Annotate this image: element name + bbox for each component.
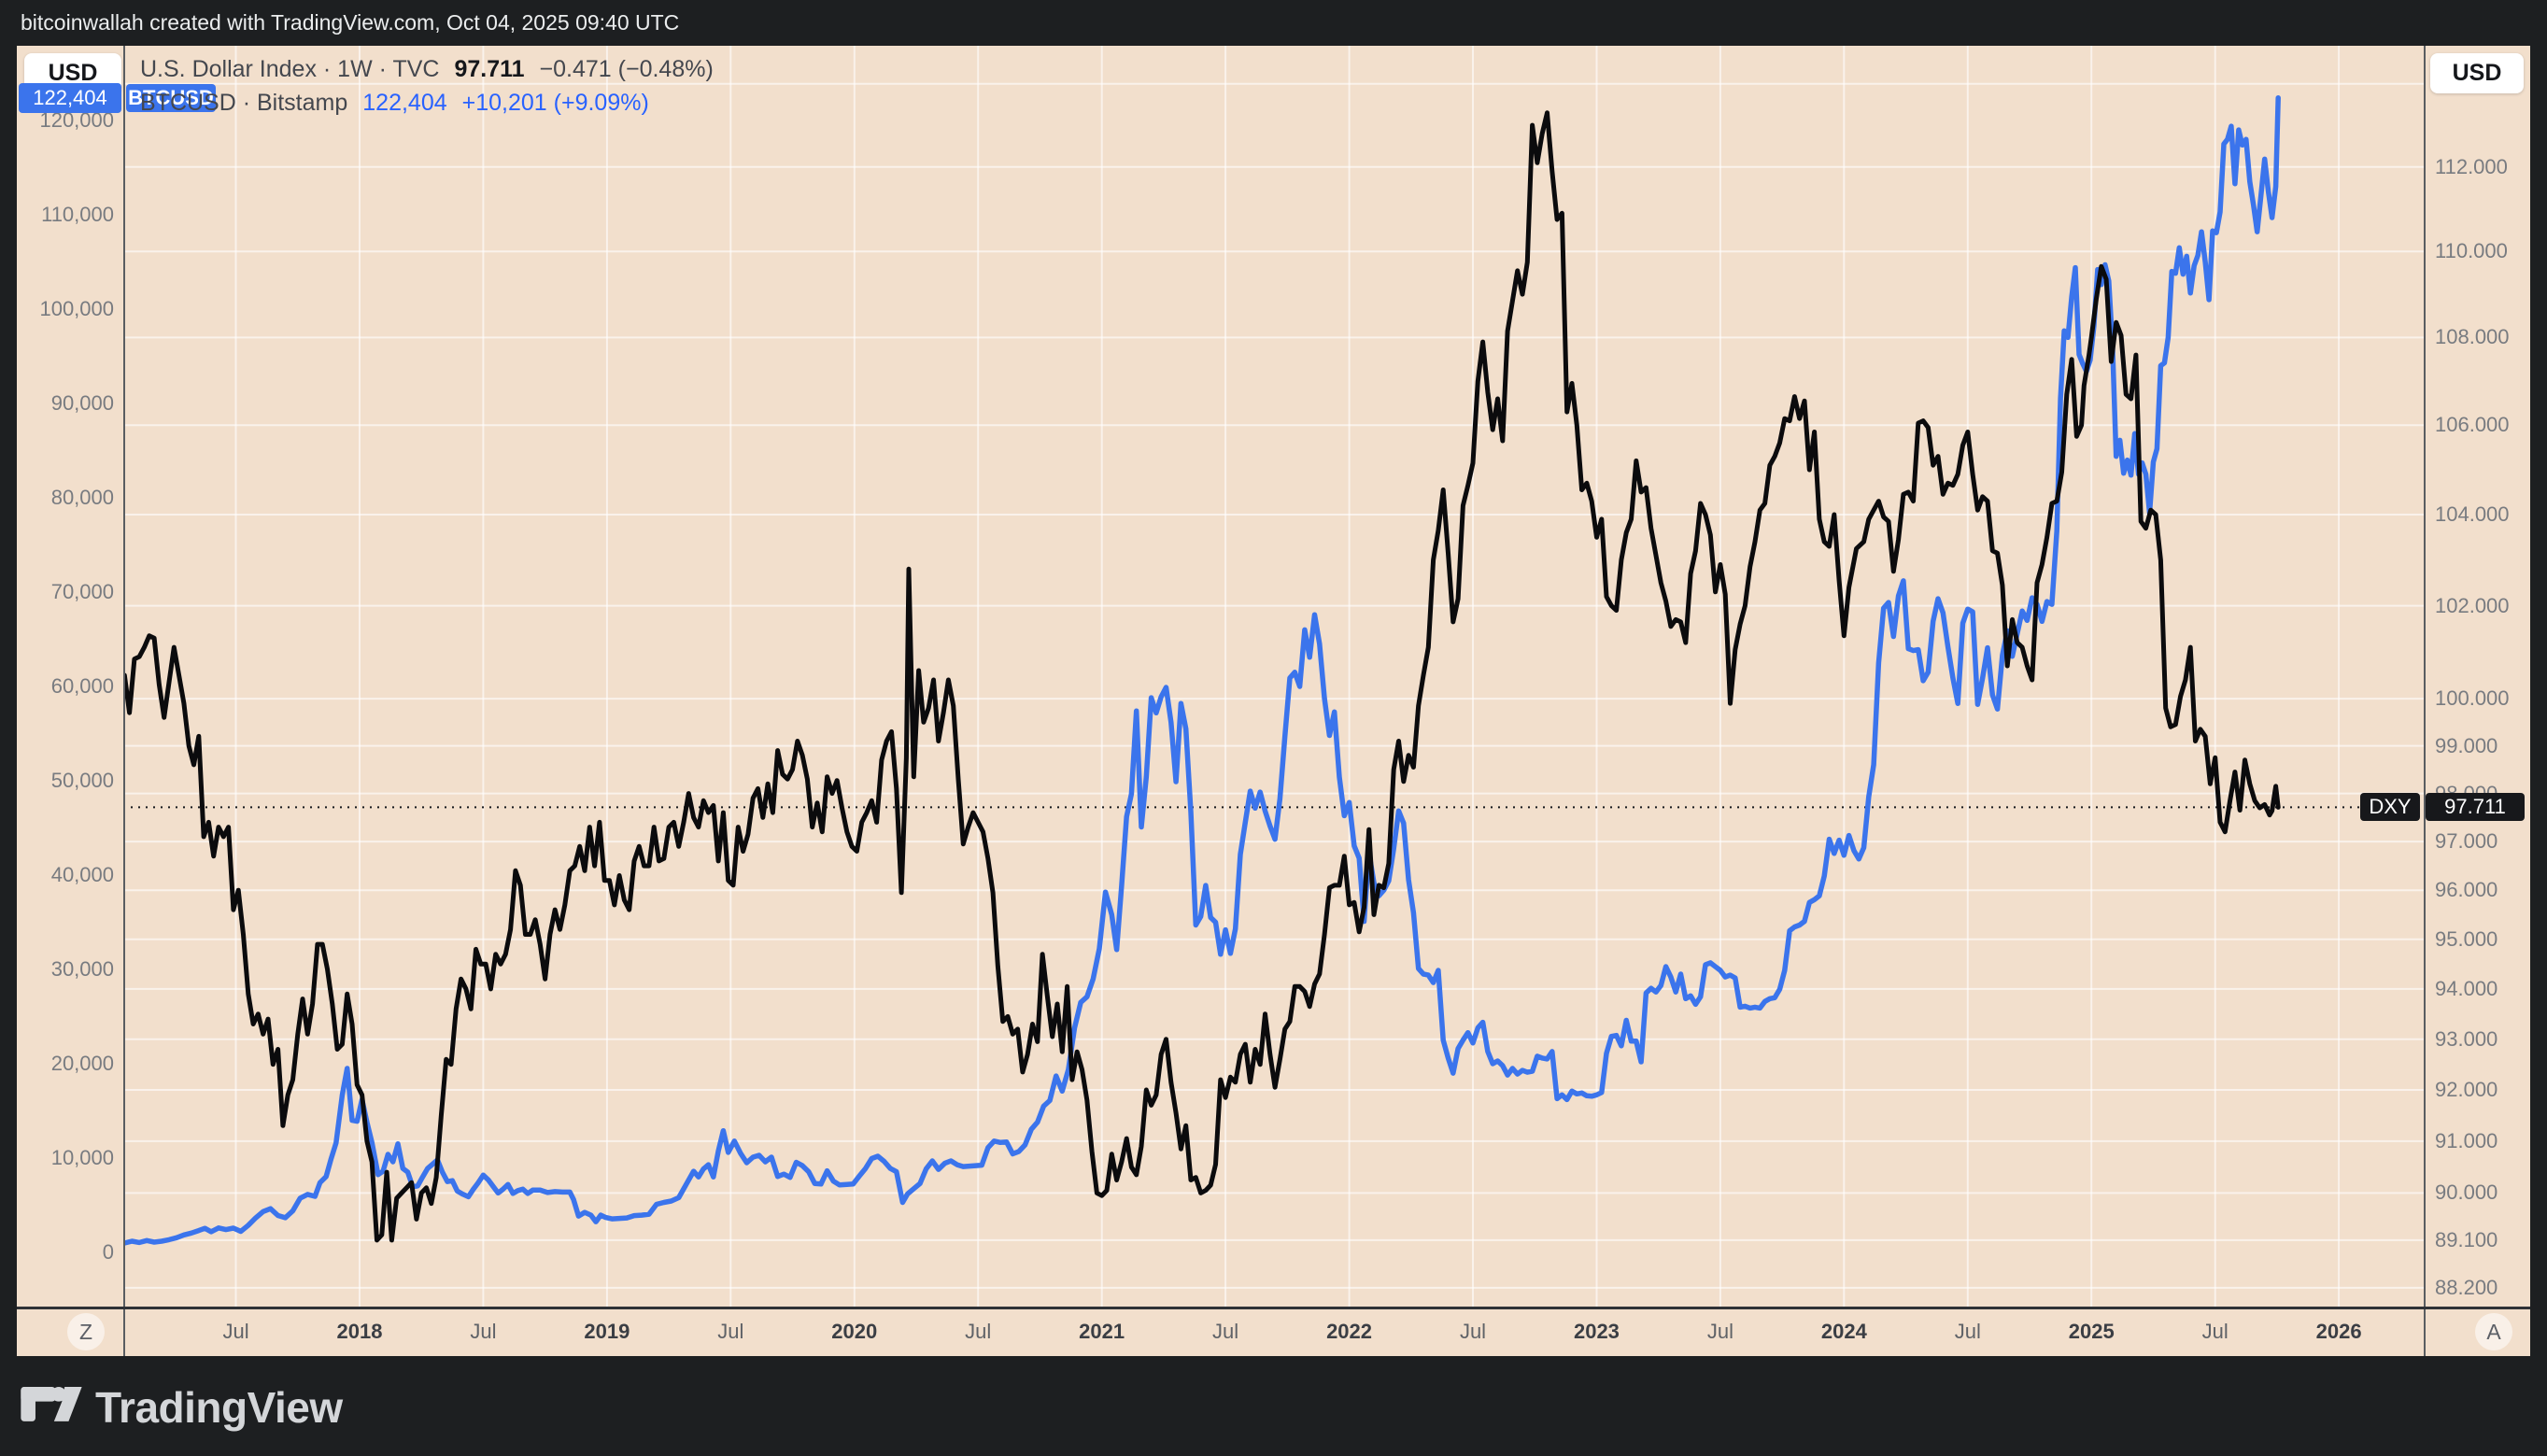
left-axis-label: 100,000 — [39, 296, 114, 320]
time-axis-label: 2022 — [1326, 1320, 1373, 1343]
legend: U.S. Dollar Index · 1W · TVC 97.711 −0.4… — [140, 56, 714, 123]
right-axis-label: 91.000 — [2435, 1128, 2498, 1152]
dxy-legend-value: 97.711 — [454, 56, 525, 82]
left-price-axis[interactable]: 120,000 110,000 100,000 90,000 80,000 70,000 6… — [17, 46, 123, 1308]
time-axis-border — [17, 1307, 2530, 1309]
right-axis-label: 102.000 — [2435, 593, 2510, 617]
right-axis-label: 93.000 — [2435, 1026, 2498, 1051]
time-axis-label: Jul — [965, 1320, 992, 1343]
dxy-legend-title: U.S. Dollar Index · 1W · TVC — [140, 56, 440, 82]
time-axis-label: Jul — [470, 1320, 497, 1343]
right-axis-label: 104.000 — [2435, 502, 2510, 527]
left-axis-label: 40,000 — [50, 862, 114, 886]
time-axis-label: Jul — [222, 1320, 249, 1343]
chart-widget: 120,000 110,000 100,000 90,000 80,000 70,000 6… — [17, 46, 2530, 1356]
time-axis-label: 2025 — [2068, 1320, 2115, 1343]
time-axis-label: Jul — [717, 1320, 744, 1343]
price-chart-pane[interactable] — [123, 46, 2424, 1308]
right-currency-button[interactable]: USD — [2430, 53, 2524, 93]
btc-legend-change: +10,201 (+9.09%) — [461, 90, 649, 116]
tradingview-wordmark: TradingView — [95, 1383, 343, 1432]
left-axis-label: 80,000 — [50, 485, 114, 509]
right-axis-border — [2424, 46, 2426, 1356]
right-axis-label: 106.000 — [2435, 413, 2510, 437]
left-axis-label: 30,000 — [50, 956, 114, 981]
time-axis[interactable]: Jul 2018 Jul 2019 Jul 2020 Jul 2021 Jul 2022 Jul 20… — [17, 1308, 2530, 1356]
right-axis-label: 110.000 — [2435, 239, 2508, 263]
time-axis-label: 2018 — [336, 1320, 383, 1343]
left-axis-label: 90,000 — [50, 390, 114, 415]
dxy-symbol-badge: DXY — [2360, 793, 2420, 822]
legend-row-dxy[interactable]: U.S. Dollar Index · 1W · TVC 97.711 −0.4… — [140, 56, 714, 90]
gridlines — [123, 46, 2424, 1308]
dxy-series-line[interactable] — [123, 110, 2281, 1243]
timezone-button[interactable]: Z — [67, 1313, 105, 1350]
time-axis-label: 2024 — [1820, 1320, 1867, 1343]
right-axis-label: 99.000 — [2435, 733, 2498, 757]
time-axis-label: Jul — [1954, 1320, 1981, 1343]
right-price-axis[interactable]: 112.000 110.000 108.000 106.000 104.000 102.0… — [2424, 46, 2530, 1308]
tradingview-logo[interactable]: TradingView — [21, 1382, 343, 1433]
btc-legend-value: 122,404 — [362, 90, 447, 116]
right-axis-label: 100.000 — [2435, 686, 2510, 711]
time-axis-label: 2019 — [584, 1320, 630, 1343]
left-axis-label: 20,000 — [50, 1051, 114, 1075]
left-axis-label: 70,000 — [50, 579, 114, 603]
time-axis-label: Jul — [1706, 1320, 1733, 1343]
btcusd-series-label-badge: BTCUSD — [126, 83, 216, 112]
left-axis-label: 0 — [102, 1239, 114, 1264]
right-axis-label: 95.000 — [2435, 926, 2498, 951]
dxy-last-price-badge: 97.711 — [2426, 793, 2525, 822]
btcusd-series-line[interactable] — [123, 95, 2281, 1246]
time-axis-label: Jul — [1459, 1320, 1487, 1343]
dxy-legend-change: −0.471 (−0.48%) — [539, 56, 714, 82]
right-axis-label: 94.000 — [2435, 976, 2498, 1000]
time-axis-label: Jul — [1212, 1320, 1239, 1343]
autoscale-button[interactable]: A — [2475, 1313, 2512, 1350]
time-axis-label: 2021 — [1079, 1320, 1125, 1343]
left-axis-border — [123, 46, 125, 1356]
left-axis-label: 50,000 — [50, 768, 114, 792]
btc-last-price-badge: 122,404 — [19, 82, 121, 113]
right-axis-label: 112.000 — [2435, 154, 2508, 178]
right-axis-label: 97.000 — [2435, 829, 2498, 854]
tradingview-logo-icon — [21, 1387, 82, 1421]
right-axis-label: 92.000 — [2435, 1077, 2498, 1101]
time-axis-label: 2020 — [831, 1320, 878, 1343]
right-axis-label: 108.000 — [2435, 325, 2510, 349]
left-axis-label: 60,000 — [50, 673, 114, 698]
time-axis-label: Jul — [2201, 1320, 2229, 1343]
right-axis-label: 96.000 — [2435, 878, 2498, 902]
time-axis-label: 2023 — [1573, 1320, 1620, 1343]
legend-row-btc[interactable]: BTCUSD · Bitstamp 122,404 +10,201 (+9.09… — [140, 90, 714, 123]
attribution-bar: bitcoinwallah created with TradingView.c… — [0, 0, 2547, 46]
time-axis-label: 2026 — [2315, 1320, 2362, 1343]
left-axis-label: 10,000 — [50, 1145, 114, 1169]
btc-legend-title: BTCUSD · Bitstamp — [140, 90, 348, 116]
right-axis-label: 90.000 — [2435, 1180, 2498, 1205]
right-axis-label: 89.100 — [2435, 1227, 2498, 1251]
right-axis-label: 88.200 — [2435, 1275, 2498, 1299]
left-axis-label: 110,000 — [41, 202, 114, 226]
attribution-text: bitcoinwallah created with TradingView.c… — [21, 10, 680, 35]
